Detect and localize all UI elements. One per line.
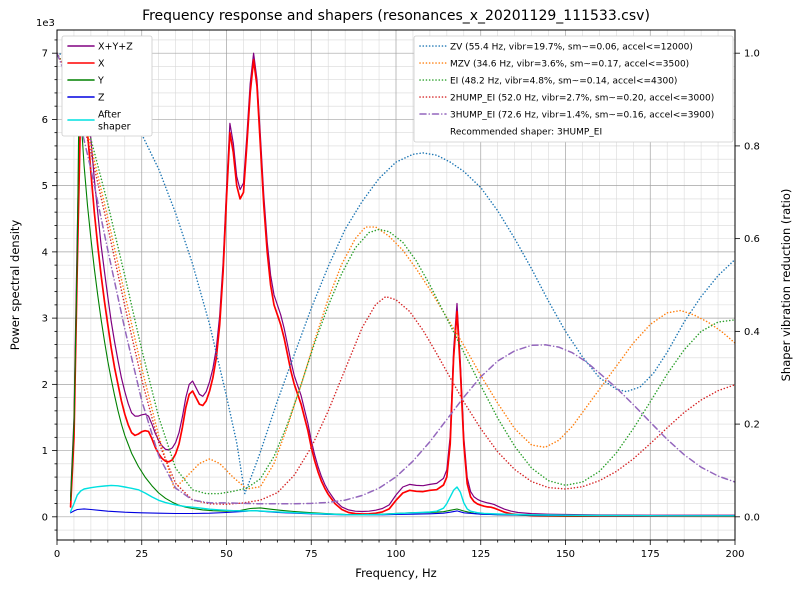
tick-marks: [52, 39, 740, 545]
x-tick-label: 150: [556, 549, 575, 560]
series-line-zv: [57, 52, 735, 495]
x-tick-label: 125: [471, 549, 490, 560]
series-line-x: [69, 58, 735, 518]
y-left-tick-label: 4: [42, 247, 48, 258]
y-axis-left-label: Power spectral density: [8, 219, 22, 351]
y-left-tick-label: 0: [42, 512, 48, 523]
x-axis-label: Frequency, Hz: [355, 566, 437, 580]
y-left-tick-label: 2: [42, 380, 48, 391]
y-right-tick-label: 0.2: [744, 420, 760, 431]
series-line-y: [70, 98, 735, 517]
legend-label-hump2: 2HUMP_EI (52.0 Hz, vibr=2.7%, sm~=0.20, …: [450, 94, 714, 104]
x-tick-label: 50: [220, 549, 233, 560]
x-tick-label: 100: [386, 549, 405, 560]
legend-label-mzv: MZV (34.6 Hz, vibr=3.6%, sm~=0.17, accel…: [450, 60, 689, 70]
y-right-tick-label: 1.0: [744, 49, 760, 60]
y-left-tick-label: 7: [42, 49, 48, 60]
legend-label-x: X: [98, 59, 105, 70]
y-axis-right-label: Shaper vibration reduction (ratio): [779, 188, 793, 382]
legend-label-y: Y: [97, 76, 104, 87]
series-line-mzv: [57, 52, 735, 490]
x-tick-label: 25: [135, 549, 148, 560]
legend-right-box: [413, 35, 734, 143]
series-line-after: [69, 484, 735, 517]
series-line-hump3: [57, 52, 735, 505]
legend-label-after: After: [98, 110, 121, 121]
x-tick-label: 75: [305, 549, 318, 560]
series-line-ei: [57, 52, 735, 495]
x-tick-label: 175: [641, 549, 660, 560]
legend-label-after: shaper: [98, 122, 131, 133]
legend-label-ei: EI (48.2 Hz, vibr=4.8%, sm~=0.14, accel<…: [450, 77, 677, 87]
y-left-tick-label: 3: [42, 314, 48, 325]
y-right-tick-label: 0.0: [744, 512, 760, 523]
y-axis-offset-text: 1e3: [36, 18, 55, 29]
x-tick-label: 200: [725, 549, 744, 560]
y-right-tick-label: 0.4: [744, 327, 760, 338]
y-left-tick-label: 5: [42, 181, 48, 192]
series-group: [57, 52, 735, 518]
legend-left-box: [61, 35, 153, 137]
x-tick-label: 0: [54, 549, 60, 560]
legend-label-hump3: 3HUMP_EI (72.6 Hz, vibr=1.4%, sm~=0.16, …: [450, 111, 714, 121]
y-left-tick-label: 1: [42, 446, 48, 457]
legend-note: Recommended shaper: 3HUMP_EI: [450, 128, 602, 138]
y-left-tick-label: 6: [42, 115, 48, 126]
y-right-tick-label: 0.8: [744, 141, 760, 152]
chart-title: Frequency response and shapers (resonanc…: [142, 8, 650, 24]
legend-label-zv: ZV (55.4 Hz, vibr=19.7%, sm~=0.06, accel…: [450, 43, 693, 53]
legend-label-xyz: X+Y+Z: [98, 42, 133, 53]
tick-labels: 0 25 50 75 100 125 150 175 200 0 1 2 3 4 5 6 7 0.0 0.2 0.4 0…: [42, 49, 760, 560]
y-right-tick-label: 0.6: [744, 234, 760, 245]
legend-label-z: Z: [98, 93, 105, 104]
series-line-hump2: [57, 52, 735, 506]
